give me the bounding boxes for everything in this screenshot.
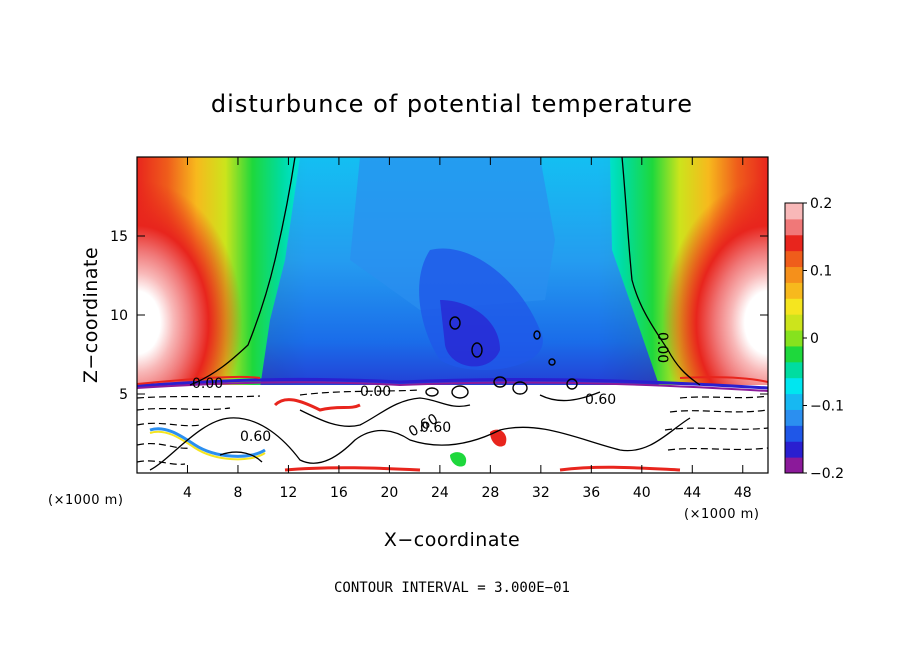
x-axis-label: X−coordinate <box>384 529 520 551</box>
x-tick-label: 4 <box>183 485 192 501</box>
colorbar-segment <box>785 203 803 220</box>
contour-label: 0.60 <box>240 429 271 445</box>
colorbar-tick-label: −0.2 <box>810 466 844 482</box>
x-tick-label: 24 <box>431 485 449 501</box>
y-axis: 5 10 15 <box>110 229 768 403</box>
y-axis-label: Z−coordinate <box>80 247 102 383</box>
colorbar-segment <box>785 298 803 315</box>
heatmap-field <box>137 157 768 473</box>
colorbar-segment <box>785 314 803 331</box>
colorbar-segment <box>785 377 803 395</box>
colorbar-segment <box>785 441 803 458</box>
contour-label: 0.60 <box>420 420 451 436</box>
colorbar-segment <box>785 282 803 299</box>
x-tick-label: 48 <box>734 485 752 501</box>
colorbar-segment <box>785 361 803 379</box>
contour-label: 0.00 <box>654 332 670 363</box>
contour-lines-negative <box>137 389 768 465</box>
contour-label: 0.60 <box>585 392 616 408</box>
chart-title: disturbunce of potential temperature <box>211 90 693 118</box>
colorbar-segment <box>785 250 803 268</box>
x-tick-label: 20 <box>380 485 398 501</box>
colorbar: 0.2 0.1 0 −0.1 −0.2 <box>784 196 844 482</box>
x-tick-label: 36 <box>582 485 600 501</box>
colorbar-segment <box>785 218 803 236</box>
y-tick-label: 15 <box>110 229 128 245</box>
contour-lines <box>149 157 701 471</box>
contour-label: 0.00 <box>360 384 391 400</box>
colorbar-segment <box>785 266 803 283</box>
contour-label: 0.00 <box>192 376 223 392</box>
x-tick-label: 28 <box>481 485 499 501</box>
x-tick-label: 44 <box>683 485 701 501</box>
contour-blobs <box>425 316 578 399</box>
x-tick-label: 12 <box>280 485 298 501</box>
colorbar-tick-label: 0 <box>810 331 819 347</box>
colorbar-segment <box>785 345 803 363</box>
x-tick-label: 16 <box>330 485 348 501</box>
x-tick-label: 32 <box>532 485 550 501</box>
x-tick-label: 40 <box>633 485 651 501</box>
x-unit-right: (×1000 m) <box>684 507 759 522</box>
y-tick-label: 5 <box>119 387 128 403</box>
colorbar-segment <box>785 425 803 442</box>
x-unit-left: (×1000 m) <box>48 493 123 508</box>
contour-interval-text: CONTOUR INTERVAL = 3.000E−01 <box>334 580 570 596</box>
colorbar-segment <box>785 393 803 410</box>
colorbar-segment <box>785 330 803 347</box>
colorbar-tick-label: −0.1 <box>810 399 844 415</box>
colorbar-segment <box>785 409 803 426</box>
colorbar-tick-label: 0.2 <box>810 196 832 212</box>
x-tick-label: 8 <box>233 485 242 501</box>
colorbar-segment <box>785 457 803 474</box>
contour-labels: 0.00 0.00 0.00 0.60 0.60 0.60 0.60 <box>192 332 670 445</box>
colorbar-tick-label: 0.1 <box>810 264 832 280</box>
x-axis: 4 8 12 16 20 24 28 32 36 40 44 48 <box>183 157 752 501</box>
colorbar-segment <box>785 234 803 252</box>
y-tick-label: 10 <box>110 308 128 324</box>
